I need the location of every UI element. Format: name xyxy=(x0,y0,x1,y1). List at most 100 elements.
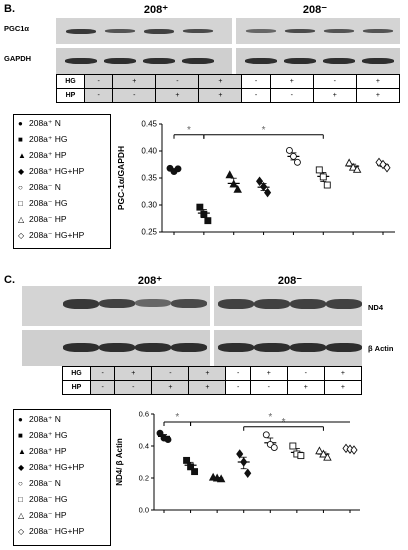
data-point xyxy=(233,184,242,193)
data-point xyxy=(256,176,264,186)
panel-b-legend-item: ◇ 208a⁻ HG+HP xyxy=(18,230,84,241)
panel-b-blot-band xyxy=(105,29,135,33)
panel-c-legend-item: ▲ 208a⁺ HP xyxy=(18,446,67,457)
data-point xyxy=(260,181,268,192)
panel-b-legend-label: 208a⁻ HG xyxy=(29,198,68,208)
panel-c-condition-cell: - xyxy=(225,366,251,381)
panel-c-legend-label: 208a⁻ HG xyxy=(29,494,68,504)
panel-b-condition-row-label: HG xyxy=(56,74,85,89)
significance-star: * xyxy=(282,417,286,428)
significance-star: * xyxy=(187,125,191,136)
data-point xyxy=(319,449,328,458)
panel-c-condition-row-hp: HP - - + + - - + + xyxy=(62,380,363,395)
panel-c-condition-cell: + xyxy=(249,366,288,381)
data-point xyxy=(297,452,305,460)
panel-c-condition-cell: + xyxy=(151,380,190,395)
data-point xyxy=(191,468,199,476)
panel-b-legend-item: □ 208a⁻ HG xyxy=(18,198,68,209)
panel-b-legend-marker-icon: ◆ xyxy=(18,167,25,176)
panel-c-legend-marker-icon: ◇ xyxy=(18,527,25,536)
y-axis-label: ND4/ β Actin xyxy=(115,438,124,486)
panel-c-blot-band xyxy=(135,343,171,352)
panel-b-legend-marker-icon: □ xyxy=(18,199,23,208)
panel-c-protein-1-label: ND4 xyxy=(368,303,384,312)
data-point xyxy=(285,147,293,154)
panel-b-condition-row-hg: HG - + - + - + - + xyxy=(56,74,401,89)
panel-b-legend-label: 208a⁺ HG xyxy=(29,134,68,144)
panel-c-condition-cell: + xyxy=(188,366,227,381)
panel-c-legend-item: ○ 208a⁻ N xyxy=(18,478,61,489)
y-tick-label: 0.2 xyxy=(139,474,149,483)
data-point xyxy=(319,173,327,181)
significance-star: * xyxy=(268,412,272,423)
panel-b-legend-label: 208a⁻ HP xyxy=(29,214,67,224)
data-point xyxy=(187,463,195,471)
data-point xyxy=(225,170,234,179)
panel-b-blot-band xyxy=(245,58,277,64)
panel-c-legend-item: ■ 208a⁺ HG xyxy=(18,430,68,441)
panel-c-group-positive: 208⁺ xyxy=(137,275,163,287)
data-point xyxy=(240,457,248,467)
panel-b-condition-cell: - xyxy=(312,74,357,89)
panel-b-blot-band xyxy=(183,29,213,33)
significance-star: * xyxy=(175,412,179,423)
panel-c-blot-band xyxy=(99,299,135,308)
panel-c-legend-marker-icon: □ xyxy=(18,495,23,504)
panel-b-blot-band xyxy=(284,58,316,64)
data-point xyxy=(323,452,332,461)
panel-b-blot-band xyxy=(144,29,174,34)
data-point xyxy=(289,152,297,160)
data-point xyxy=(352,164,362,173)
panel-b-legend-marker-icon: ■ xyxy=(18,135,23,144)
panel-c-legend-item: ◆ 208a⁺ HG+HP xyxy=(18,462,84,473)
panel-c-condition-cell: - xyxy=(89,366,116,381)
panel-b-protein-1-label: PGC1α xyxy=(4,24,30,33)
panel-b-legend-item: ○ 208a⁻ N xyxy=(18,182,61,193)
data-point xyxy=(216,474,226,483)
data-point xyxy=(156,429,164,437)
panel-b-blot-band xyxy=(182,58,214,64)
panel-c-legend-marker-icon: ○ xyxy=(18,479,23,488)
y-tick-label: 0.0 xyxy=(139,506,149,515)
data-point xyxy=(348,162,358,171)
panel-c-blot-band xyxy=(171,343,207,352)
data-point xyxy=(164,436,172,444)
panel-c-blot-band xyxy=(290,343,326,352)
panel-c-condition-cell: - xyxy=(225,380,251,395)
panel-b-condition-cell: + xyxy=(198,88,243,103)
significance-star: * xyxy=(262,125,266,136)
panel-b-condition-cell: + xyxy=(312,88,357,103)
panel-c-conditions-table: HG - + - + - + - + HP - - + + - - + + xyxy=(62,366,363,395)
panel-c-legend-label: 208a⁻ HP xyxy=(29,510,67,520)
y-tick-label: 0.45 xyxy=(141,120,157,129)
panel-c-legend-label: 208a⁻ HG+HP xyxy=(29,526,85,536)
panel-c-legend-marker-icon: △ xyxy=(18,511,25,520)
panel-b-blot-band xyxy=(363,29,393,33)
panel-b-condition-cell: + xyxy=(112,74,157,89)
panel-c-blot-band xyxy=(171,299,207,308)
panel-c-condition-row-hg: HG - + - + - + - + xyxy=(62,366,363,381)
panel-c-legend-item: △ 208a⁻ HP xyxy=(18,510,67,521)
panel-b-blot-band xyxy=(362,58,394,64)
panel-b-condition-cell: - xyxy=(241,74,271,89)
panel-c-legend: ● 208a⁺ N ■ 208a⁺ HG ▲ 208a⁺ HP ◆ 208a⁺ HG+HP ○ 2… xyxy=(13,409,111,546)
panel-b-group-negative: 208⁻ xyxy=(302,4,328,16)
panel-b-blot-band xyxy=(324,29,354,33)
panel-b-legend-label: 208a⁺ N xyxy=(29,118,61,128)
data-point xyxy=(204,217,212,225)
data-point xyxy=(244,468,252,478)
panel-c-condition-row-label: HG xyxy=(62,366,91,381)
panel-b-legend-marker-icon: △ xyxy=(18,215,25,224)
y-tick-label: 0.4 xyxy=(139,442,149,451)
panel-b-conditions-table: HG - + - + - + - + HP - - + + - - + + xyxy=(56,74,401,103)
panel-b-legend-label: 208a⁺ HP xyxy=(29,150,67,160)
panel-b-blot-band xyxy=(143,58,175,64)
panel-c-condition-cell: + xyxy=(188,380,227,395)
panel-b-blot-band xyxy=(285,29,315,33)
panel-b-legend: ● 208a⁺ N ■ 208a⁺ HG ▲ 208a⁺ HP ◆ 208a⁺ HG+HP ○ 2… xyxy=(13,114,111,249)
panel-c-condition-cell: - xyxy=(89,380,116,395)
panel-b-condition-cell: - xyxy=(83,88,114,103)
panel-b-condition-cell: - xyxy=(155,74,200,89)
panel-c-legend-marker-icon: ▲ xyxy=(18,447,26,456)
panel-b-legend-marker-icon: ○ xyxy=(18,183,23,192)
